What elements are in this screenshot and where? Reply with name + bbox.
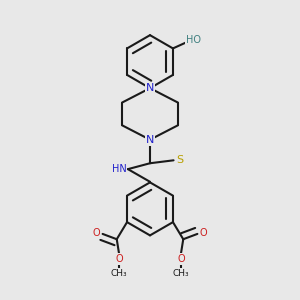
Text: N: N (146, 83, 154, 93)
Text: O: O (177, 254, 185, 264)
Text: N: N (146, 135, 154, 145)
Text: O: O (115, 254, 123, 264)
Text: HO: HO (186, 35, 201, 45)
Text: CH₃: CH₃ (111, 269, 128, 278)
Text: HN: HN (112, 164, 127, 173)
Text: O: O (200, 228, 207, 238)
Text: CH₃: CH₃ (172, 269, 189, 278)
Text: S: S (176, 155, 184, 165)
Text: O: O (93, 228, 100, 238)
